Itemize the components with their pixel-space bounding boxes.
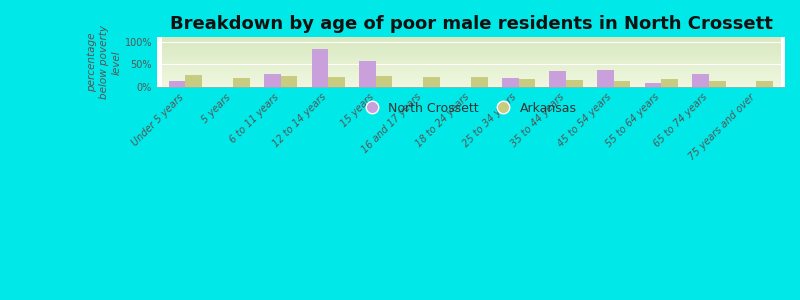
Bar <box>614 81 630 87</box>
Legend: North Crossett, Arkansas: North Crossett, Arkansas <box>360 97 582 120</box>
Bar <box>550 71 566 87</box>
Bar <box>597 70 614 87</box>
Title: Breakdown by age of poor male residents in North Crossett: Breakdown by age of poor male residents … <box>170 15 773 33</box>
Bar <box>566 80 582 87</box>
Bar <box>233 78 250 87</box>
Bar <box>471 77 488 87</box>
Y-axis label: percentage
below poverty
level: percentage below poverty level <box>87 25 122 99</box>
Bar <box>502 78 518 87</box>
Bar <box>645 83 662 87</box>
Bar <box>692 74 709 87</box>
Bar <box>264 74 281 87</box>
Bar <box>359 61 376 87</box>
Bar <box>328 77 345 87</box>
Bar <box>311 49 328 87</box>
Bar <box>518 79 535 87</box>
Bar <box>169 81 186 87</box>
Bar <box>376 76 393 87</box>
Bar <box>423 77 440 87</box>
Bar <box>662 79 678 87</box>
Bar <box>281 76 298 87</box>
Bar <box>186 75 202 87</box>
Bar <box>709 81 726 87</box>
Bar <box>757 81 773 87</box>
